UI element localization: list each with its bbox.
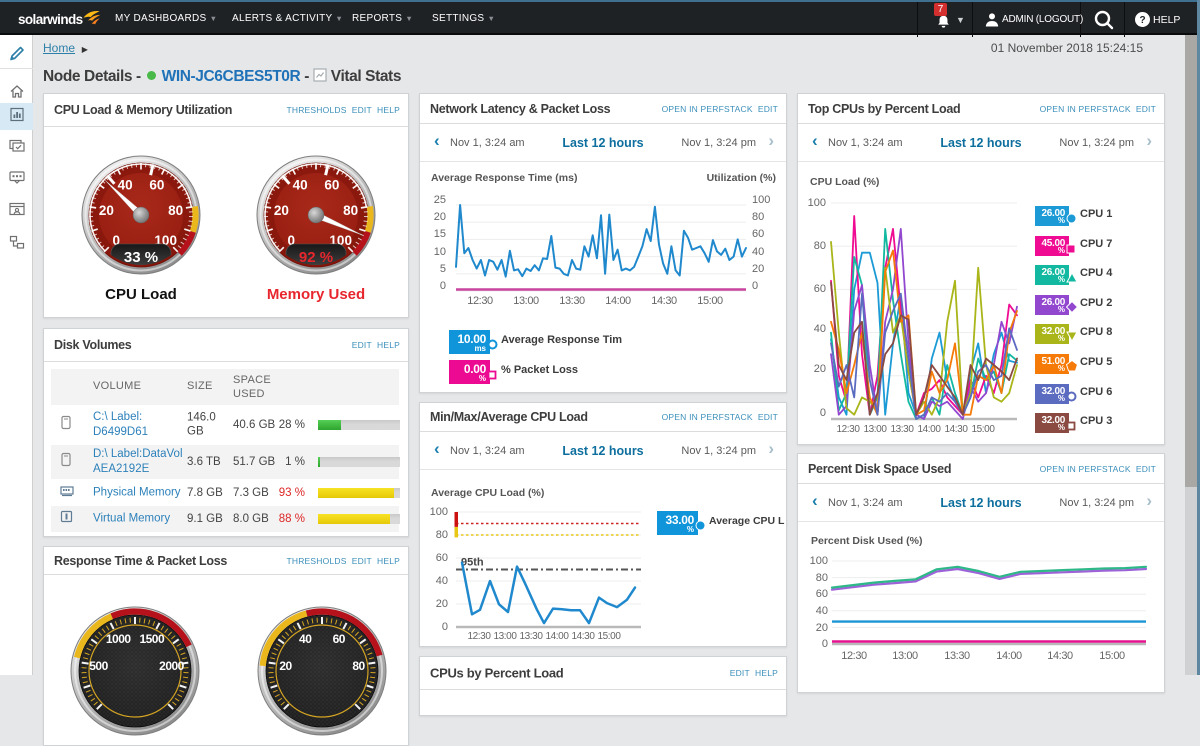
svg-text:60: 60 (149, 177, 164, 192)
svg-text:80: 80 (343, 203, 358, 218)
svg-text:20: 20 (279, 659, 292, 673)
svg-text:1500: 1500 (139, 632, 165, 646)
svg-text:?: ? (1139, 15, 1145, 26)
svg-text:95th: 95th (461, 557, 484, 569)
svg-text:1000: 1000 (106, 632, 132, 646)
svg-text:60: 60 (333, 632, 346, 646)
svg-text:500: 500 (89, 659, 108, 673)
svg-text:40: 40 (299, 632, 312, 646)
svg-text:40: 40 (293, 177, 308, 192)
svg-text:20: 20 (274, 203, 289, 218)
svg-text:60: 60 (324, 177, 339, 192)
svg-text:20: 20 (99, 203, 114, 218)
svg-text:40: 40 (118, 177, 133, 192)
svg-text:2000: 2000 (159, 659, 185, 673)
svg-text:33 %: 33 % (124, 249, 158, 266)
svg-text:80: 80 (168, 203, 183, 218)
svg-text:80: 80 (352, 659, 365, 673)
svg-text:92 %: 92 % (299, 249, 333, 266)
